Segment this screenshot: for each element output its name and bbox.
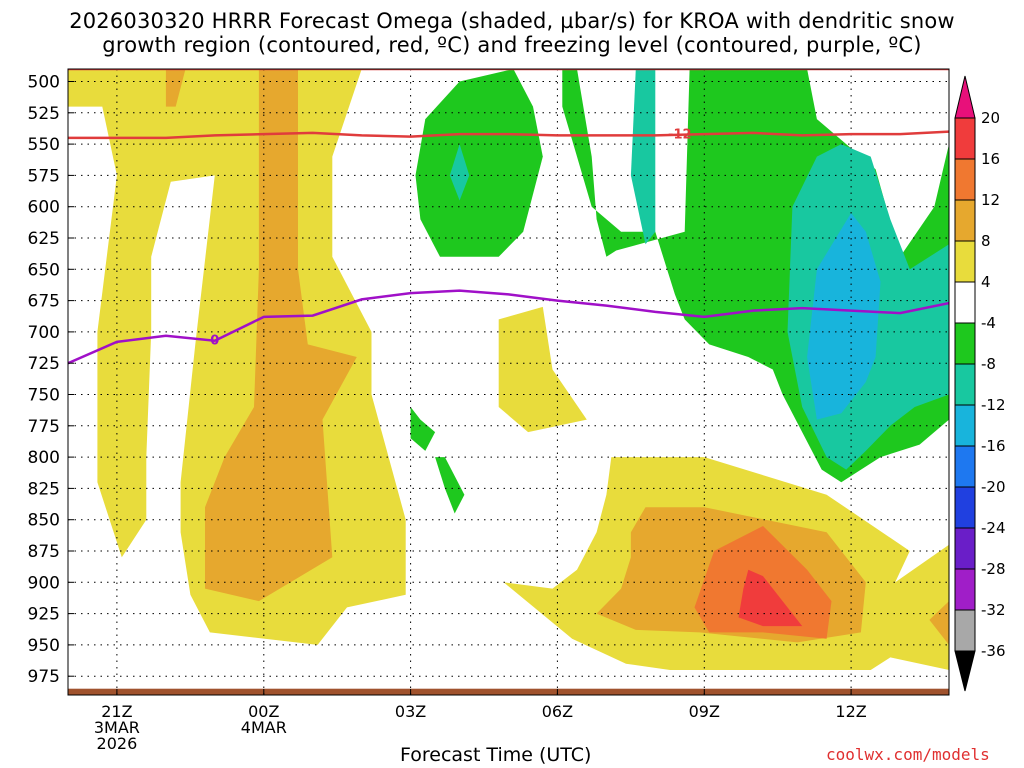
y-tick-label-850: 850 [28,511,60,531]
colorbar-segment-11 [954,568,976,611]
chart-title-line-2: growth region (contoured, red, ºC) and f… [102,33,922,57]
y-tick-label-975: 975 [28,667,60,687]
gridlines [68,69,949,695]
colorbar-top-arrow [954,75,976,119]
y-tick-label-750: 750 [28,386,60,406]
y-tick-label-775: 775 [28,417,60,437]
omega-shade-neg12-0 [807,213,881,420]
colorbar-label-neg36: -36 [981,642,1006,660]
terrain-strip [68,688,949,695]
y-tick-label-600: 600 [28,198,60,218]
colorbar-segment-9 [954,486,976,529]
y-tick-label-550: 550 [28,135,60,155]
x-tick-label-09Z-0: 09Z [689,702,720,721]
y-axis-ticks: 500 525 550 575 600 625 650 675 700 725 750 775 800 8… [28,73,74,687]
colorbar-segment-10 [954,527,976,570]
omega-shade-neg4-0 [415,69,543,257]
y-tick-label-725: 725 [28,354,60,374]
omega-shade-8-3 [929,601,949,645]
y-tick-label-900: 900 [28,573,60,593]
colorbar-bottom-arrow [954,650,976,692]
colorbar-segment-0 [954,117,976,160]
colorbar-segment-6 [954,363,976,406]
x-tick-label-06Z-0: 06Z [542,702,573,721]
omega-shade-8-1 [205,69,357,602]
y-tick-label-800: 800 [28,448,60,468]
colorbar-segment-12 [954,609,976,652]
y-tick-label-700: 700 [28,323,60,343]
y-tick-label-675: 675 [28,292,60,312]
omega-shade-8-0 [165,69,186,107]
colorbar: 20 16 12 8 4 -4 -8 -12 -16 -20 -24 -28 -32 -36 [954,75,1006,692]
colorbar-label-neg16: -16 [981,437,1006,455]
chart-title-line-1: 2026030320 HRRR Forecast Omega (shaded, … [69,9,955,33]
contour-label-0: -12 [668,128,692,143]
colorbar-segment-8 [954,445,976,488]
x-axis-label: Forecast Time (UTC) [400,744,592,766]
omega-shading [68,69,949,695]
y-tick-label-950: 950 [28,636,60,656]
x-tick-label-03Z-0: 03Z [395,702,426,721]
colorbar-label-neg24: -24 [981,519,1006,537]
y-tick-label-525: 525 [28,104,60,124]
contour-line-2 [68,289,949,365]
contour-lines: -12 0 [68,69,949,365]
x-tick-label-12Z-0: 12Z [835,702,866,721]
colorbar-segment-1 [954,158,976,201]
contour-line-0 [68,130,949,140]
colorbar-label-neg28: -28 [981,560,1006,578]
colorbar-segment-3 [954,240,976,283]
colorbar-label-neg20: -20 [981,478,1006,496]
colorbar-label-8: 8 [981,232,991,250]
plot-frame [67,68,950,696]
y-tick-label-625: 625 [28,229,60,249]
x-tick-label-00Z-0: 00Z [248,702,279,721]
colorbar-label-16: 16 [981,150,1000,168]
colorbar-label-20: 20 [981,109,1000,127]
colorbar-label-neg12: -12 [981,396,1006,414]
y-tick-label-875: 875 [28,542,60,562]
omega-shade-neg8-0 [449,144,470,201]
colorbar-segment-2 [954,199,976,242]
y-tick-label-650: 650 [28,260,60,280]
y-tick-label-825: 825 [28,479,60,499]
omega-shade-neg4-2 [410,407,436,451]
x-tick-label-21Z-2: 2026 [97,734,138,753]
colorbar-label-neg8: -8 [981,355,996,373]
omega-shade-neg4-3 [435,457,465,514]
omega-shade-16-0 [738,569,803,627]
colorbar-label-neg32: -32 [981,601,1006,619]
contour-label-2: 0 [210,334,219,349]
colorbar-segment-7 [954,404,976,447]
y-tick-label-500: 500 [28,73,60,93]
colorbar-segment-5 [954,322,976,365]
y-tick-label-575: 575 [28,166,60,186]
x-tick-label-00Z-1: 4MAR [241,718,287,737]
omega-shade-neg8-1 [630,69,656,245]
colorbar-segment-4 [954,281,976,324]
colorbar-label-neg4: -4 [981,314,996,332]
colorbar-label-12: 12 [981,191,1000,209]
colorbar-label-4: 4 [981,273,991,291]
y-tick-label-925: 925 [28,605,60,625]
x-tick-label-21Z-0: 21Z [101,702,132,721]
omega-shade-4-1 [498,306,587,433]
x-tick-label-21Z-1: 3MAR [94,718,140,737]
credit-text: coolwx.com/models [826,745,990,764]
